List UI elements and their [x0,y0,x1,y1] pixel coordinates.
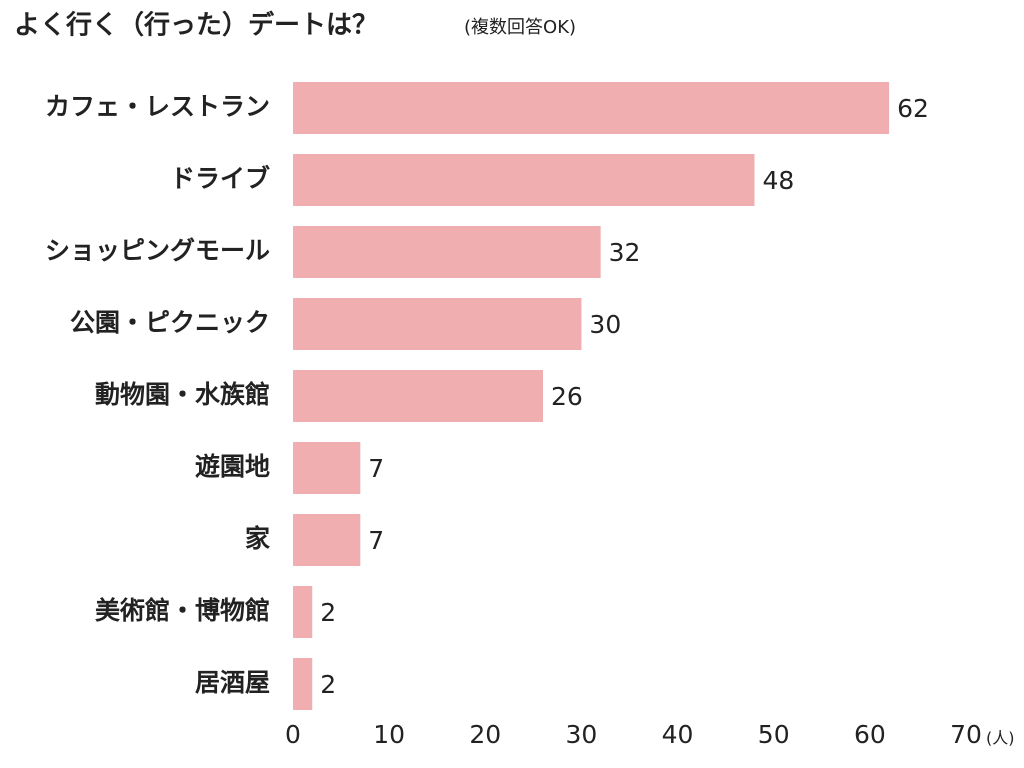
value-label: 7 [368,454,384,483]
bar [293,82,890,134]
bar [293,514,361,566]
value-label: 2 [320,598,336,627]
chart-subtitle: (複数回答OK) [464,17,576,38]
value-label: 30 [589,310,621,339]
value-label: 32 [609,238,641,267]
y-tick-label: 公園・ピクニック [70,308,270,337]
x-tick-label: 60 [854,720,886,749]
x-tick-label: 10 [373,720,405,749]
bar [293,226,601,278]
bar [293,298,582,350]
y-tick-label: ショッピングモール [45,236,270,265]
x-axis-unit: (人) [986,729,1015,748]
y-tick-label: ドライブ [170,164,270,193]
x-tick-label: 50 [758,720,790,749]
x-tick-label: 40 [662,720,694,749]
value-label: 26 [551,382,583,411]
value-label: 48 [762,166,794,195]
bar [293,658,313,710]
bar [293,442,361,494]
x-tick-label: 0 [285,720,301,749]
chart-title: よく行く（行った）デートは？ [14,10,378,41]
y-tick-label: 遊園地 [195,452,270,481]
y-tick-label: 動物園・水族館 [95,380,270,409]
x-tick-label: 70 [950,720,982,749]
y-tick-label: カフェ・レストラン [45,92,270,121]
bar [293,154,755,206]
y-tick-label: 居酒屋 [195,668,270,697]
value-label: 2 [320,670,336,699]
y-tick-label: 家 [245,524,270,553]
x-tick-label: 20 [469,720,501,749]
value-label: 7 [368,526,384,555]
x-tick-label: 30 [566,720,598,749]
bar [293,370,543,422]
value-label: 62 [897,94,929,123]
bar [293,586,313,638]
y-tick-label: 美術館・博物館 [95,596,270,625]
